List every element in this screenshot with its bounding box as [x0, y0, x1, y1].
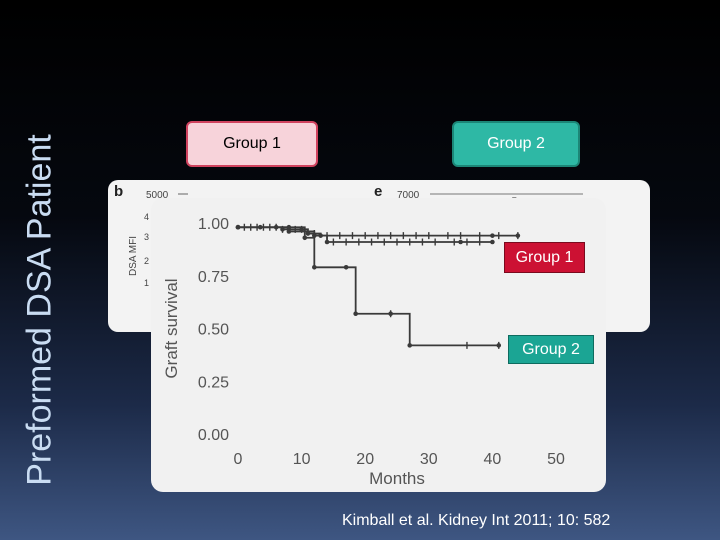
series-point	[353, 311, 358, 317]
x-tick-label: 20	[356, 451, 374, 468]
group1-label-box: Group 1	[186, 121, 318, 167]
y-tick-label: 0.25	[198, 374, 229, 391]
series-line-3	[238, 226, 499, 347]
series-point	[302, 235, 308, 241]
citation: Kimball et al. Kidney Int 2011; 10: 582	[342, 512, 611, 529]
series-point	[305, 231, 311, 236]
x-tick-label: 0	[234, 451, 243, 468]
y-tick-label: 0.50	[198, 322, 229, 339]
y-tick-label: 1.00	[198, 216, 229, 233]
series-point	[458, 239, 463, 245]
y-tick-label: 0.00	[198, 427, 229, 444]
survival-chart: Graft survival Months 0.00 0.25 0.50 0.75 1.…	[162, 216, 565, 488]
series-point	[286, 229, 292, 234]
x-axis-label: Months	[369, 469, 425, 488]
annotation-group2: Group 2	[508, 335, 594, 364]
x-tick-label: 40	[484, 451, 502, 468]
side-title: Preformed DSA Patient	[20, 134, 59, 486]
series-point	[490, 239, 495, 245]
x-tick-label: 50	[547, 451, 565, 468]
panel-e-letter: e	[374, 183, 382, 200]
panel-b-tick-4: 4	[144, 212, 149, 222]
series-point	[490, 233, 495, 238]
annotation-group1: Group 1	[504, 242, 585, 273]
group2-label-box: Group 2	[452, 121, 580, 167]
panel-b-top-tick: 5000	[146, 190, 169, 201]
series-point	[324, 239, 330, 245]
panel-b-tick-2: 2	[144, 256, 149, 266]
panel-b-ylabel: DSA MFI	[128, 236, 139, 276]
panel-e-top-tick: 7000	[397, 190, 420, 201]
x-tick-label: 10	[293, 451, 311, 468]
series-point	[312, 265, 317, 270]
series-point	[235, 224, 241, 230]
panel-b-letter: b	[114, 183, 123, 200]
y-axis-label: Graft survival	[162, 278, 181, 378]
series-point	[407, 343, 413, 348]
series-point	[312, 233, 317, 238]
panel-b-tick-3: 3	[144, 232, 149, 242]
series-point	[286, 224, 292, 230]
panel-b-tick-1: 1	[144, 278, 149, 288]
x-tick-label: 30	[420, 451, 438, 468]
y-tick-label: 0.75	[198, 269, 229, 286]
series-point	[343, 265, 349, 270]
